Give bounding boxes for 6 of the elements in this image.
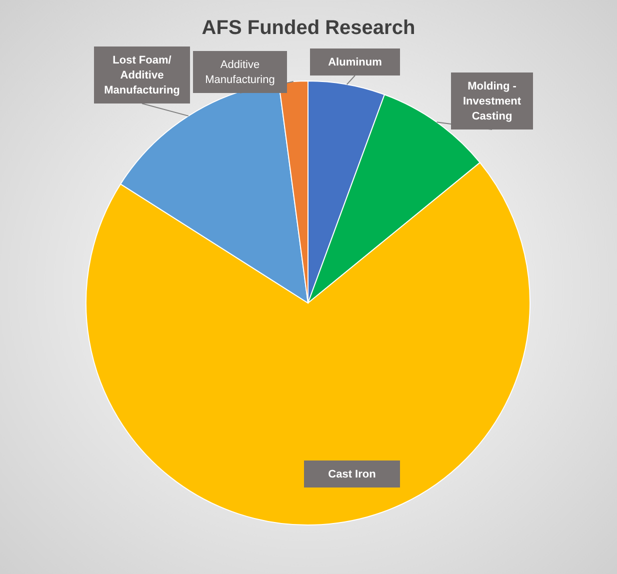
slice-label: Molding - Investment Casting	[462, 80, 522, 122]
slice-label: Additive Manufacturing	[205, 59, 275, 86]
slice-label: Lost Foam/ Additive Manufacturing	[104, 54, 180, 96]
chart-title: AFS Funded Research	[202, 17, 416, 39]
slice-label: Cast Iron	[328, 468, 376, 480]
slice-label: Aluminum	[328, 56, 382, 68]
